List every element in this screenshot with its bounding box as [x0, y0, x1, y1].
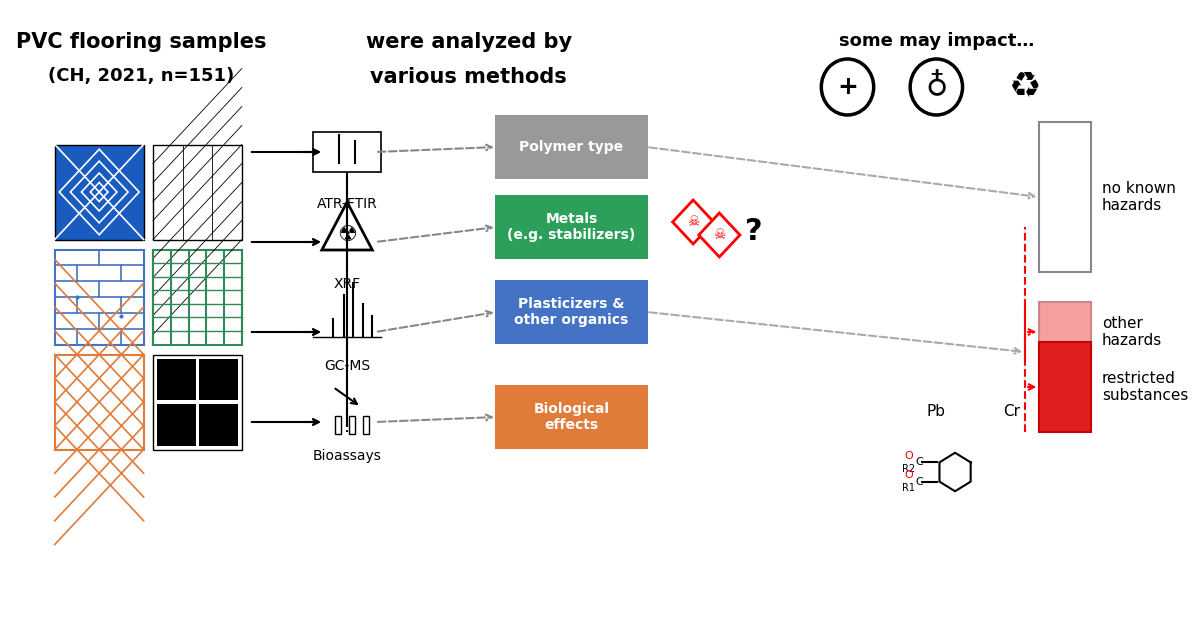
FancyBboxPatch shape	[494, 385, 648, 449]
Bar	[1039, 302, 1091, 362]
Text: O: O	[905, 470, 913, 480]
Bar	[55, 144, 144, 239]
Bar	[349, 416, 354, 434]
Text: R2: R2	[902, 464, 916, 474]
Text: Pb: Pb	[926, 404, 946, 419]
Polygon shape	[672, 200, 714, 244]
Text: Polymer type: Polymer type	[520, 140, 624, 154]
Bar	[152, 144, 242, 239]
Text: Cr: Cr	[1003, 404, 1020, 419]
Text: Plasticizers &
other organics: Plasticizers & other organics	[515, 297, 629, 327]
Text: restricted
substances: restricted substances	[1102, 371, 1188, 403]
Bar	[362, 416, 368, 434]
Bar	[152, 249, 242, 345]
Text: were analyzed by: were analyzed by	[366, 32, 571, 52]
Text: R1: R1	[902, 483, 916, 493]
Text: PVC flooring samples: PVC flooring samples	[16, 32, 266, 52]
Text: Biological
effects: Biological effects	[534, 402, 610, 432]
Text: Metals
(e.g. stabilizers): Metals (e.g. stabilizers)	[508, 212, 636, 242]
Bar	[152, 355, 242, 450]
Text: +: +	[838, 75, 858, 99]
Text: ☠: ☠	[686, 215, 700, 229]
FancyBboxPatch shape	[494, 195, 648, 259]
Bar	[335, 416, 341, 434]
Text: ☢: ☢	[337, 225, 358, 245]
Text: O: O	[905, 450, 913, 461]
Bar	[199, 358, 238, 400]
Text: various methods: various methods	[371, 67, 568, 87]
Text: C: C	[916, 476, 923, 486]
Bar	[313, 132, 382, 172]
Text: Bioassays: Bioassays	[313, 449, 382, 463]
Text: ATR-FTIR: ATR-FTIR	[317, 197, 378, 211]
Bar	[199, 404, 238, 445]
Bar	[1039, 342, 1091, 432]
Text: ☠: ☠	[713, 228, 726, 242]
Text: other
hazards: other hazards	[1102, 316, 1162, 348]
Text: ♁: ♁	[925, 73, 948, 101]
Text: some may impact…: some may impact…	[839, 32, 1034, 50]
Text: XRF: XRF	[334, 277, 361, 291]
Text: (CH, 2021, n=151): (CH, 2021, n=151)	[48, 67, 234, 85]
Text: GC-MS: GC-MS	[324, 359, 370, 373]
Text: C: C	[916, 457, 923, 467]
Text: ?: ?	[745, 218, 763, 246]
Text: ♻: ♻	[1009, 70, 1042, 104]
Bar	[157, 358, 196, 400]
Bar	[55, 249, 144, 345]
FancyBboxPatch shape	[494, 280, 648, 344]
Bar	[157, 404, 196, 445]
Bar	[1039, 122, 1091, 272]
Bar	[55, 355, 144, 450]
Text: no known
hazards: no known hazards	[1102, 181, 1176, 213]
Polygon shape	[698, 213, 740, 257]
FancyBboxPatch shape	[494, 115, 648, 179]
